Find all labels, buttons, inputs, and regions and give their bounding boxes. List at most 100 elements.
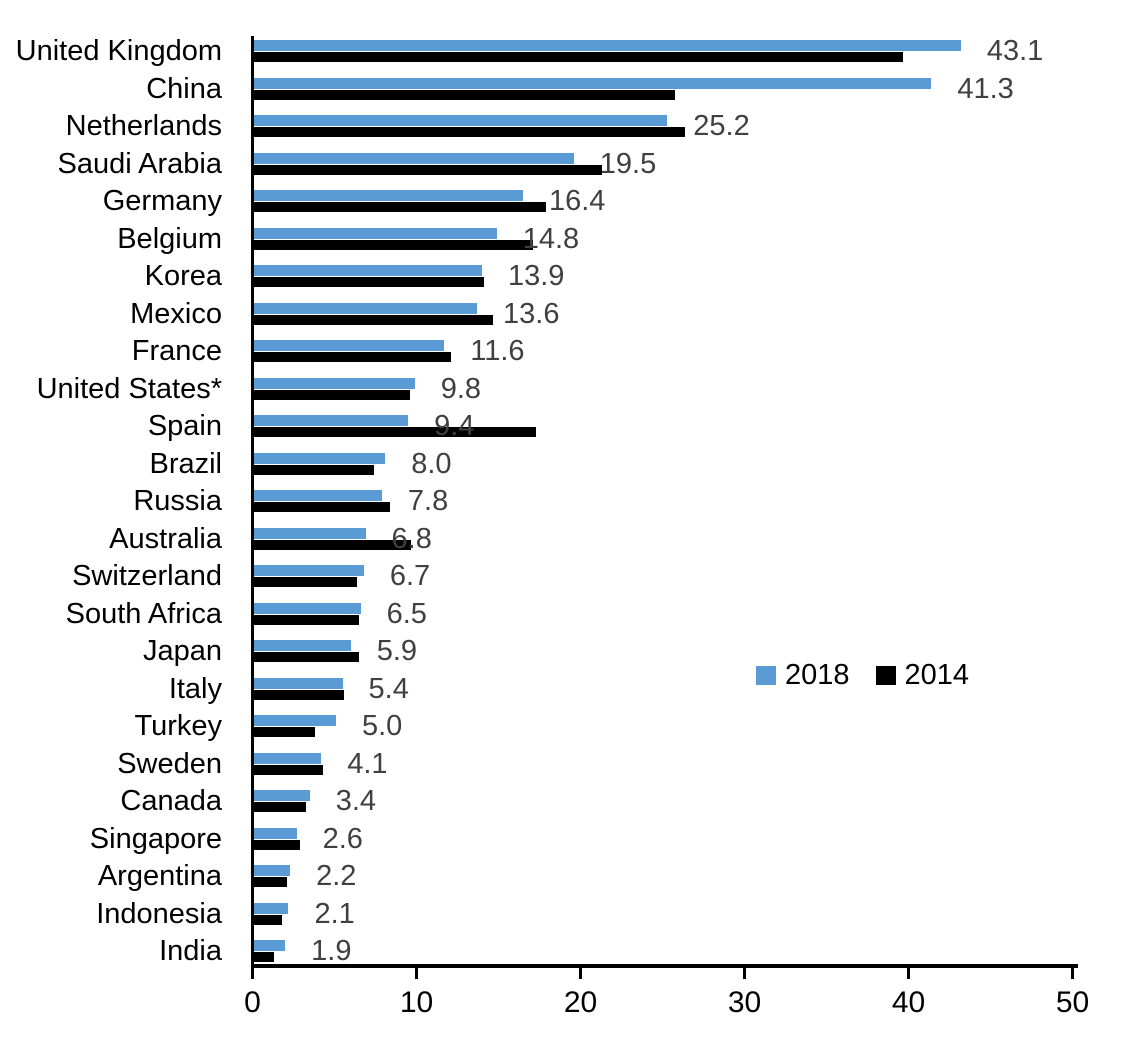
data-label-germany: 16.4: [548, 185, 606, 217]
chart-row-italy: Italy 5.4: [0, 674, 1123, 712]
legend: 2018 2014: [756, 660, 969, 690]
bar-2014-australia: [254, 539, 412, 550]
chart-row-argentina: Argentina 2.2: [0, 861, 1123, 899]
legend-swatch-2018-icon: [756, 665, 776, 685]
category-label-china: China: [146, 72, 222, 105]
chart-row-germany: Germany 16.4: [0, 186, 1123, 224]
category-label-spain: Spain: [147, 410, 222, 442]
chart-row-spain: Spain 9.4: [0, 411, 1123, 449]
category-label-korea: Korea: [144, 260, 222, 292]
bar-2018-switzerland: [254, 565, 364, 576]
data-label-japan: 5.9: [376, 635, 418, 667]
bar-2018-italy: [254, 677, 343, 689]
chart-row-indonesia: Indonesia 2.1: [0, 899, 1123, 937]
bar-2014-spain: [254, 427, 537, 437]
chart-row-united-kingdom: United Kingdom 43.1: [0, 36, 1123, 74]
category-label-south-africa: South Africa: [65, 597, 222, 630]
chart-row-japan: Japan 5.9: [0, 636, 1123, 674]
data-label-belgium: 14.8: [522, 222, 580, 255]
bar-2014-indonesia: [254, 914, 282, 925]
data-label-saudi-arabia: 19.5: [599, 147, 657, 180]
category-label-russia: Russia: [133, 485, 222, 517]
data-label-spain: 9.4: [434, 410, 475, 442]
category-label-australia: Australia: [109, 522, 222, 555]
bar-2018-sweden: [254, 752, 322, 764]
x-axis-line: [251, 964, 1078, 968]
bar-2018-canada: [254, 790, 310, 801]
legend-label-2014: 2014: [904, 659, 970, 691]
category-label-netherlands: Netherlands: [65, 110, 222, 142]
chart-row-saudi-arabia: Saudi Arabia 19.5: [0, 149, 1123, 187]
chart-row-belgium: Belgium 14.8: [0, 224, 1123, 262]
bar-2018-indonesia: [254, 902, 289, 914]
chart-row-sweden: Sweden 4.1: [0, 749, 1123, 787]
chart-row-canada: Canada 3.4: [0, 786, 1123, 824]
chart-row-india: India 1.9: [0, 936, 1123, 974]
x-tick-mark-20: [579, 968, 582, 979]
bar-2018-australia: [254, 527, 366, 539]
bar-2018-argentina: [254, 865, 291, 876]
bar-2014-argentina: [254, 877, 287, 887]
bar-2018-france: [254, 340, 445, 351]
legend-item-2014: 2014: [875, 659, 970, 691]
category-label-india: India: [159, 935, 222, 967]
x-tick-mark-30: [743, 968, 746, 979]
bar-2018-mexico: [254, 302, 478, 314]
category-label-belgium: Belgium: [117, 222, 222, 255]
data-label-singapore: 2.6: [322, 822, 363, 855]
legend-label-2018: 2018: [785, 659, 850, 691]
chart-row-turkey: Turkey 5.0: [0, 711, 1123, 749]
bar-2014-netherlands: [254, 127, 686, 137]
bar-2018-united-kingdom: [254, 40, 961, 51]
bar-2014-france: [254, 352, 451, 362]
bar-2014-turkey: [254, 727, 315, 737]
bar-2018-united-states: [254, 377, 415, 389]
bar-2014-japan: [254, 652, 359, 662]
data-label-italy: 5.4: [368, 672, 409, 705]
x-tick-label-40: 40: [891, 986, 926, 1019]
chart-row-south-africa: South Africa 6.5: [0, 599, 1123, 637]
bar-2018-china: [254, 77, 932, 89]
chart-row-singapore: Singapore 2.6: [0, 824, 1123, 862]
bar-2018-korea: [254, 265, 482, 276]
y-axis-line: [251, 36, 254, 967]
chart-row-mexico: Mexico 13.6: [0, 299, 1123, 337]
data-label-turkey: 5.0: [362, 710, 403, 742]
bar-2014-belgium: [254, 239, 533, 250]
bar-2014-saudi-arabia: [254, 164, 602, 175]
bar-2014-korea: [254, 277, 484, 287]
data-label-indonesia: 2.1: [314, 897, 355, 930]
category-label-canada: Canada: [120, 785, 222, 817]
category-label-indonesia: Indonesia: [96, 897, 222, 930]
bar-2018-india: [254, 940, 286, 951]
bar-2018-south-africa: [254, 602, 361, 614]
data-label-switzerland: 6.7: [389, 560, 431, 592]
data-label-netherlands: 25.2: [693, 110, 750, 142]
bar-2018-belgium: [254, 227, 497, 239]
bar-2018-singapore: [254, 827, 297, 839]
chart-row-france: France 11.6: [0, 336, 1123, 374]
bar-2018-netherlands: [254, 115, 668, 126]
data-label-mexico: 13.6: [503, 297, 560, 330]
bar-2014-china: [254, 89, 676, 100]
x-tick-label-0: 0: [244, 986, 261, 1019]
x-tick-mark-10: [415, 968, 418, 979]
data-label-united-states: 9.8: [440, 372, 482, 405]
bar-2014-canada: [254, 802, 307, 812]
x-tick-label-10: 10: [399, 986, 434, 1019]
category-label-turkey: Turkey: [134, 710, 222, 742]
data-label-south-africa: 6.5: [386, 597, 427, 630]
category-label-france: France: [131, 335, 222, 367]
x-tick-mark-40: [907, 968, 910, 979]
category-label-germany: Germany: [102, 185, 222, 217]
category-label-sweden: Sweden: [117, 747, 222, 780]
bar-2014-united-states: [254, 389, 410, 400]
bar-2014-brazil: [254, 464, 374, 475]
legend-item-2018: 2018: [756, 660, 850, 690]
bar-2014-united-kingdom: [254, 52, 904, 62]
data-label-argentina: 2.2: [316, 860, 357, 892]
bar-2014-singapore: [254, 839, 300, 850]
bar-2018-saudi-arabia: [254, 152, 574, 164]
data-label-russia: 7.8: [407, 485, 449, 517]
